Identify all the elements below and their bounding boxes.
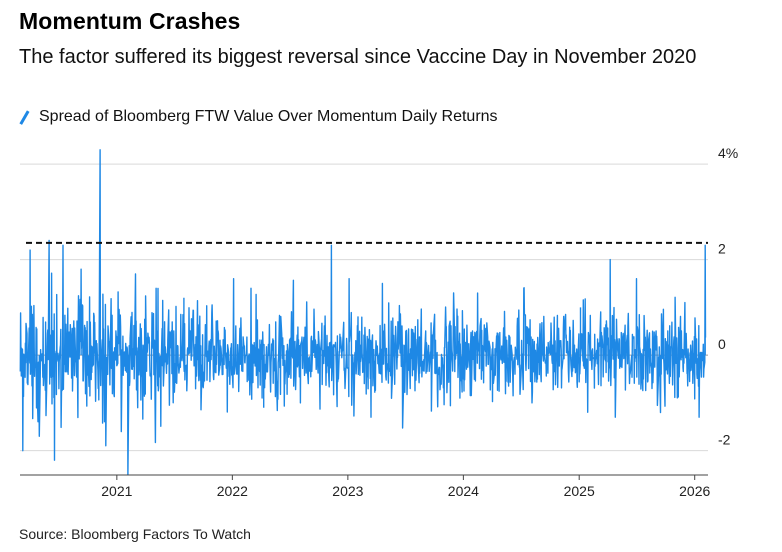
x-tick-label: 2026 — [679, 483, 710, 499]
grid-lines — [20, 163, 708, 452]
legend-label: Spread of Bloomberg FTW Value Over Momen… — [39, 108, 498, 125]
chart-title: Momentum Crashes — [19, 8, 241, 34]
y-axis-labels: 4% 2 0 -2 — [718, 145, 738, 448]
chart-subtitle: The factor suffered its biggest reversal… — [19, 46, 697, 68]
series-lines — [19, 149, 707, 476]
x-tick-label: 2022 — [217, 483, 248, 499]
x-tick-label: 2023 — [332, 483, 363, 499]
y-tick-label: 4% — [718, 145, 738, 161]
y-tick-label: -2 — [718, 432, 731, 448]
y-tick-label: 0 — [718, 336, 726, 352]
x-tick-label: 2024 — [448, 483, 479, 499]
y-tick-label: 2 — [718, 241, 726, 257]
x-tick-label: 2021 — [101, 483, 132, 499]
legend-line-icon — [19, 110, 29, 124]
chart-plot: 2021 2022 2023 2024 2025 2026 4% 2 0 -2 — [19, 145, 738, 499]
legend: Spread of Bloomberg FTW Value Over Momen… — [19, 108, 498, 126]
source-note: Source: Bloomberg Factors To Watch — [19, 526, 251, 542]
series-line-0 — [19, 149, 707, 476]
x-axis: 2021 2022 2023 2024 2025 2026 — [20, 474, 710, 499]
x-tick-label: 2025 — [564, 483, 595, 499]
